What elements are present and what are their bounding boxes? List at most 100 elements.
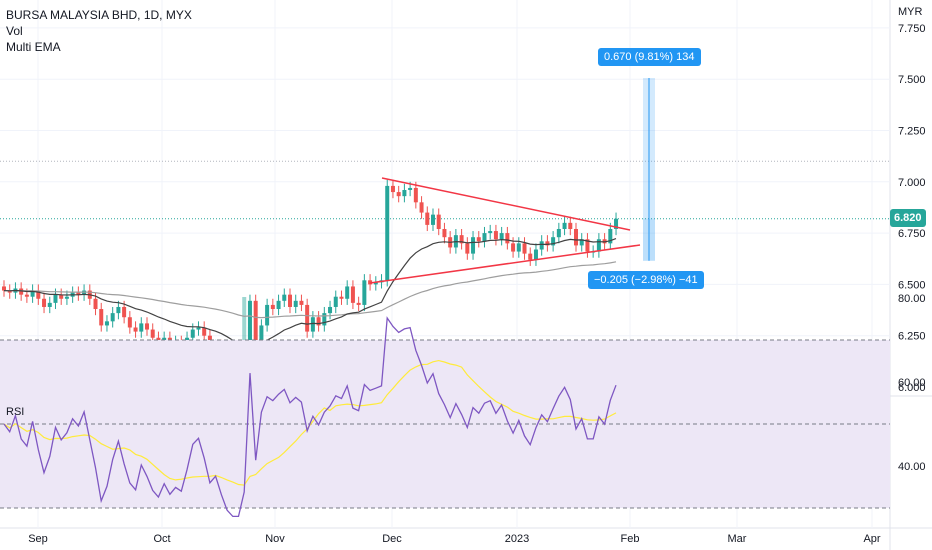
candle-body	[522, 243, 527, 254]
y-tick-label: 6.750	[898, 228, 926, 240]
candle-body	[436, 214, 441, 229]
candle-body	[156, 337, 161, 342]
candle-body	[190, 329, 195, 338]
y-tick-label: 7.000	[898, 177, 926, 189]
candle-body	[413, 187, 418, 203]
candle-body	[539, 241, 544, 250]
candle-body	[425, 212, 430, 225]
candle-body	[385, 185, 390, 281]
x-tick-label: 2023	[505, 533, 529, 545]
candle-body	[608, 228, 613, 244]
x-tick-label: Mar	[728, 533, 747, 545]
x-tick-label: Feb	[621, 533, 640, 545]
x-tick-label: Nov	[265, 533, 285, 545]
candle-body	[505, 233, 510, 244]
candle-body	[562, 222, 567, 229]
ema-slow-line	[4, 261, 617, 319]
candle-body	[545, 241, 550, 246]
candle-body	[293, 300, 298, 307]
candle-body	[64, 296, 69, 299]
candle-body	[322, 313, 327, 326]
candle-body	[253, 300, 258, 377]
candle-body	[614, 218, 619, 229]
x-tick-label: Oct	[153, 533, 170, 545]
candle-body	[533, 249, 538, 260]
candle-body	[288, 294, 292, 307]
candle-body	[316, 317, 321, 326]
candle-body	[516, 243, 521, 252]
x-tick-label: Dec	[382, 533, 402, 545]
candle-body	[465, 243, 470, 254]
y-tick-label: 6.250	[898, 331, 926, 343]
candle-body	[585, 239, 590, 252]
candle-body	[373, 282, 378, 285]
candle-body	[596, 239, 601, 252]
candle-body	[528, 253, 533, 260]
candle-body	[282, 294, 287, 301]
candle-body	[310, 317, 315, 332]
candle-body	[99, 309, 104, 326]
x-tick-label: Apr	[863, 533, 880, 545]
candle-body	[499, 233, 504, 240]
candle-body	[396, 192, 401, 197]
lower-trendline	[369, 244, 641, 284]
candle-body	[488, 231, 493, 234]
candle-body	[59, 294, 64, 299]
candle-body	[328, 306, 333, 314]
candle-body	[265, 304, 270, 326]
candle-body	[139, 323, 144, 332]
candle-body	[493, 231, 498, 240]
candle-body	[390, 185, 395, 193]
measure-gain-label: 0.670 (9.81%) 134	[598, 48, 701, 66]
candle-body	[579, 239, 584, 246]
candle-body	[482, 233, 487, 242]
candle-body	[19, 288, 24, 295]
y-tick-label: 7.750	[898, 23, 926, 35]
candle-body	[431, 214, 435, 225]
ema-legend[interactable]: Multi EMA	[6, 40, 61, 54]
candle-body	[7, 290, 12, 293]
candle-body	[442, 228, 447, 238]
candle-body	[356, 302, 361, 305]
candle-body	[471, 237, 476, 254]
candle-body	[145, 323, 149, 330]
rsi-legend[interactable]: RSI	[6, 406, 25, 418]
candle-body	[104, 321, 109, 326]
candle-body	[76, 292, 81, 295]
candle-body	[568, 222, 573, 229]
candle-body	[122, 306, 127, 318]
volume-legend[interactable]: Vol	[6, 24, 23, 38]
last-price-badge: 6.820	[890, 209, 926, 227]
y-tick-label: 7.250	[898, 126, 926, 138]
y-tick-label: 7.500	[898, 74, 926, 86]
candle-body	[42, 298, 47, 307]
candle-body	[299, 300, 304, 305]
candle-body	[110, 313, 115, 322]
candle-body	[419, 202, 424, 213]
y-tick-label: 6.000	[898, 382, 926, 394]
candle-body	[247, 300, 252, 371]
x-tick-label: Sep	[28, 533, 48, 545]
candle-body	[459, 235, 464, 244]
rsi-tick-label: 40.00	[898, 461, 926, 473]
candle-body	[350, 286, 355, 303]
candle-body	[511, 243, 516, 252]
candle-body	[574, 228, 578, 246]
rsi-tick-label: 80.00	[898, 293, 926, 305]
symbol-title: BURSA MALAYSIA BHD, 1D, MYX	[6, 8, 192, 22]
currency-label: MYR	[898, 6, 923, 18]
candle-body	[133, 327, 138, 332]
candle-body	[305, 304, 310, 332]
candle-body	[556, 228, 561, 238]
candle-body	[47, 302, 52, 307]
ema-fast-line	[3, 238, 617, 348]
measure-loss-label: −0.205 (−2.98%) −41	[588, 271, 704, 289]
candle-body	[150, 329, 155, 338]
candle-body	[402, 190, 407, 197]
candle-body	[333, 296, 338, 307]
candle-body	[53, 294, 58, 303]
candle-body	[276, 300, 281, 310]
candle-body	[362, 280, 367, 305]
candle-body	[345, 286, 350, 299]
